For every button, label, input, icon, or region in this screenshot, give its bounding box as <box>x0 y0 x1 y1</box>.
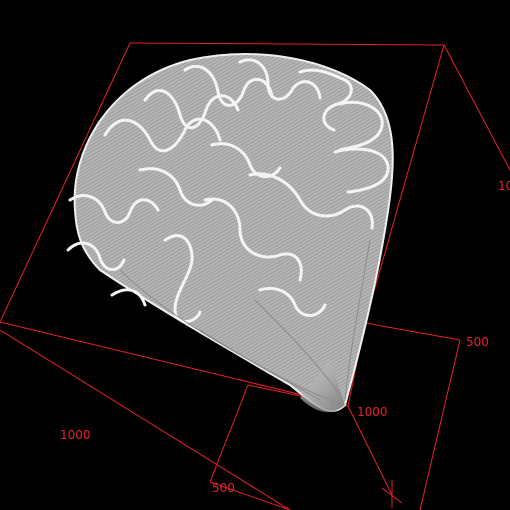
sample-object <box>66 53 394 413</box>
bounding-box <box>0 42 510 510</box>
axis-label-center-1000: 1000 <box>357 405 388 419</box>
axis-label-bottom-500: 500 <box>212 481 235 495</box>
axis-label-right-500: 500 <box>466 335 489 349</box>
axis-label-right-upper: 100 <box>498 179 510 193</box>
axis-label-left-1000: 1000 <box>60 428 91 442</box>
